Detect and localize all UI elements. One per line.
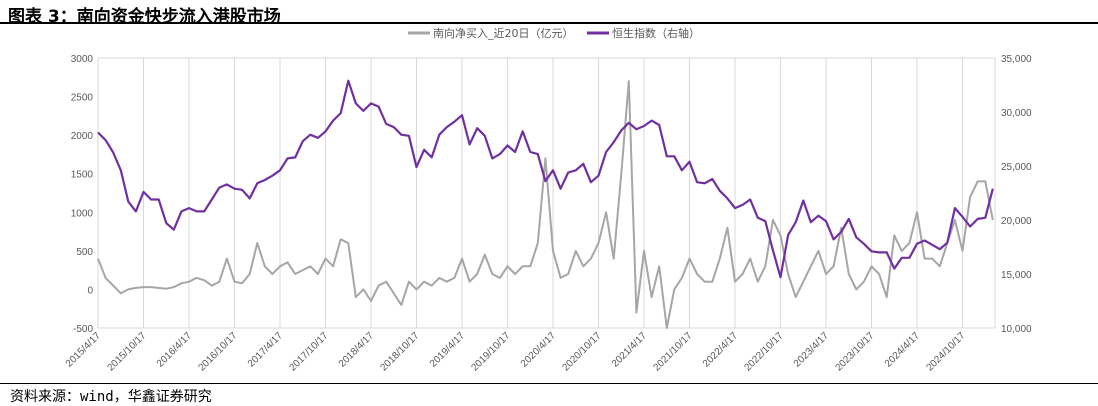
y-left-tick-label: 1000 [71,208,94,219]
series-line-southbound [97,80,994,329]
plot-area [97,57,996,329]
y-right-tick-label: 30,000 [1001,108,1032,119]
x-tick-label: 2015/10/17 [105,330,148,373]
legend-label: 南向净买入_近20日（亿元） [433,26,574,40]
y-left-tick-label: 2000 [71,131,94,142]
x-tick-label: 2022/4/17 [701,330,741,370]
bottom-rule [0,383,1098,384]
source-note: 资料来源：wind，华鑫证券研究 [10,389,212,405]
y-left-tick-label: 1500 [71,170,94,181]
x-tick-label: 2020/10/17 [560,330,603,373]
y-left-tick-label: 2500 [71,93,94,104]
x-tick-label: 2019/10/17 [469,330,512,373]
x-tick-label: 2018/4/17 [337,330,377,370]
x-tick-label: 2023/10/17 [833,330,876,373]
y-left-tick-label: 3000 [71,54,94,65]
y-right-tick-label: 35,000 [1001,54,1032,65]
top-rule [0,22,1098,24]
y-right-tick-label: 25,000 [1001,162,1032,173]
x-tick-label: 2015/4/17 [64,330,104,370]
x-tick-label: 2021/10/17 [651,330,694,373]
x-tick-label: 2020/4/17 [519,330,559,370]
x-tick-label: 2016/4/17 [155,330,195,370]
x-tick-label: 2019/4/17 [428,330,468,370]
x-tick-label: 2017/10/17 [287,330,330,373]
x-tick-label: 2023/4/17 [792,330,832,370]
series-line-hsi [97,79,994,279]
x-tick-label: 2021/4/17 [610,330,650,370]
x-tick-label: 2024/10/17 [924,330,967,373]
y-right-tick-label: 10,000 [1001,324,1032,335]
x-tick-label: 2017/4/17 [246,330,286,370]
x-tick-label: 2016/10/17 [196,330,239,373]
x-tick-label: 2022/10/17 [742,330,785,373]
y-left-tick-label: 0 [87,285,93,296]
y-left-tick-label: 500 [76,247,93,258]
y-right-tick-label: 20,000 [1001,216,1032,227]
x-tick-label: 2024/4/17 [883,330,923,370]
x-tick-label: 2018/10/17 [378,330,421,373]
y-right-tick-label: 15,000 [1001,270,1032,281]
legend-label: 恒生指数（右轴） [612,26,700,40]
y-left-tick-label: -500 [73,324,93,335]
chart: 2015/4/17 2015/10/17 2016/4/17 2016/10/17 20… [64,26,1032,374]
